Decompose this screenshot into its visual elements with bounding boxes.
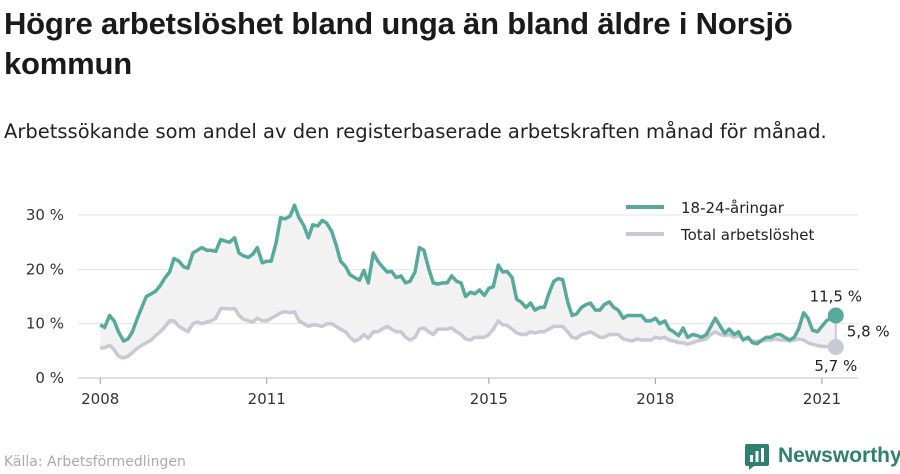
- brand-logo[interactable]: Newsworthy: [744, 441, 900, 471]
- brand-name: Newsworthy: [778, 444, 900, 467]
- newsworthy-logo-icon: [745, 444, 769, 470]
- legend-label-young: 18-24-åringar: [681, 199, 785, 217]
- series-line-total: [100, 306, 836, 360]
- line-chart: 0 % 10 % 20 % 30 % 2008 2011 2015 2018 2021 18-2…: [26, 199, 890, 408]
- y-tick-label: 30 %: [26, 206, 64, 224]
- y-tick-label: 20 %: [26, 260, 64, 278]
- x-tick-label: 2008: [81, 390, 119, 408]
- end-markers: 11,5 % 5,7 % 5,8 %: [810, 288, 890, 376]
- x-tick-label: 2015: [470, 390, 508, 408]
- end-label-gap: 5,8 %: [847, 322, 890, 340]
- end-label-young: 11,5 %: [810, 288, 862, 306]
- y-tick-label: 10 %: [26, 315, 64, 333]
- gap-area: [100, 205, 836, 358]
- axis-ticks: 0 % 10 % 20 % 30 % 2008 2011 2015 2018 2021: [26, 206, 841, 408]
- series-line-young: [99, 203, 837, 346]
- end-label-total: 5,7 %: [814, 357, 857, 375]
- end-dot-young: [827, 307, 844, 324]
- y-tick-label: 0 %: [35, 369, 64, 387]
- chart-subtitle: Arbetssökande som andel av den registerb…: [4, 120, 827, 143]
- legend-label-total: Total arbetslöshet: [680, 226, 815, 244]
- end-dot-total: [827, 339, 844, 356]
- x-tick-label: 2021: [803, 390, 841, 408]
- x-tick-label: 2011: [248, 390, 286, 408]
- legend: 18-24-åringar Total arbetslöshet: [626, 199, 815, 244]
- source-note: Källa: Arbetsförmedlingen: [4, 454, 186, 470]
- x-tick-label: 2018: [636, 390, 674, 408]
- page-title: Högre arbetslöshet bland unga än bland ä…: [4, 6, 793, 81]
